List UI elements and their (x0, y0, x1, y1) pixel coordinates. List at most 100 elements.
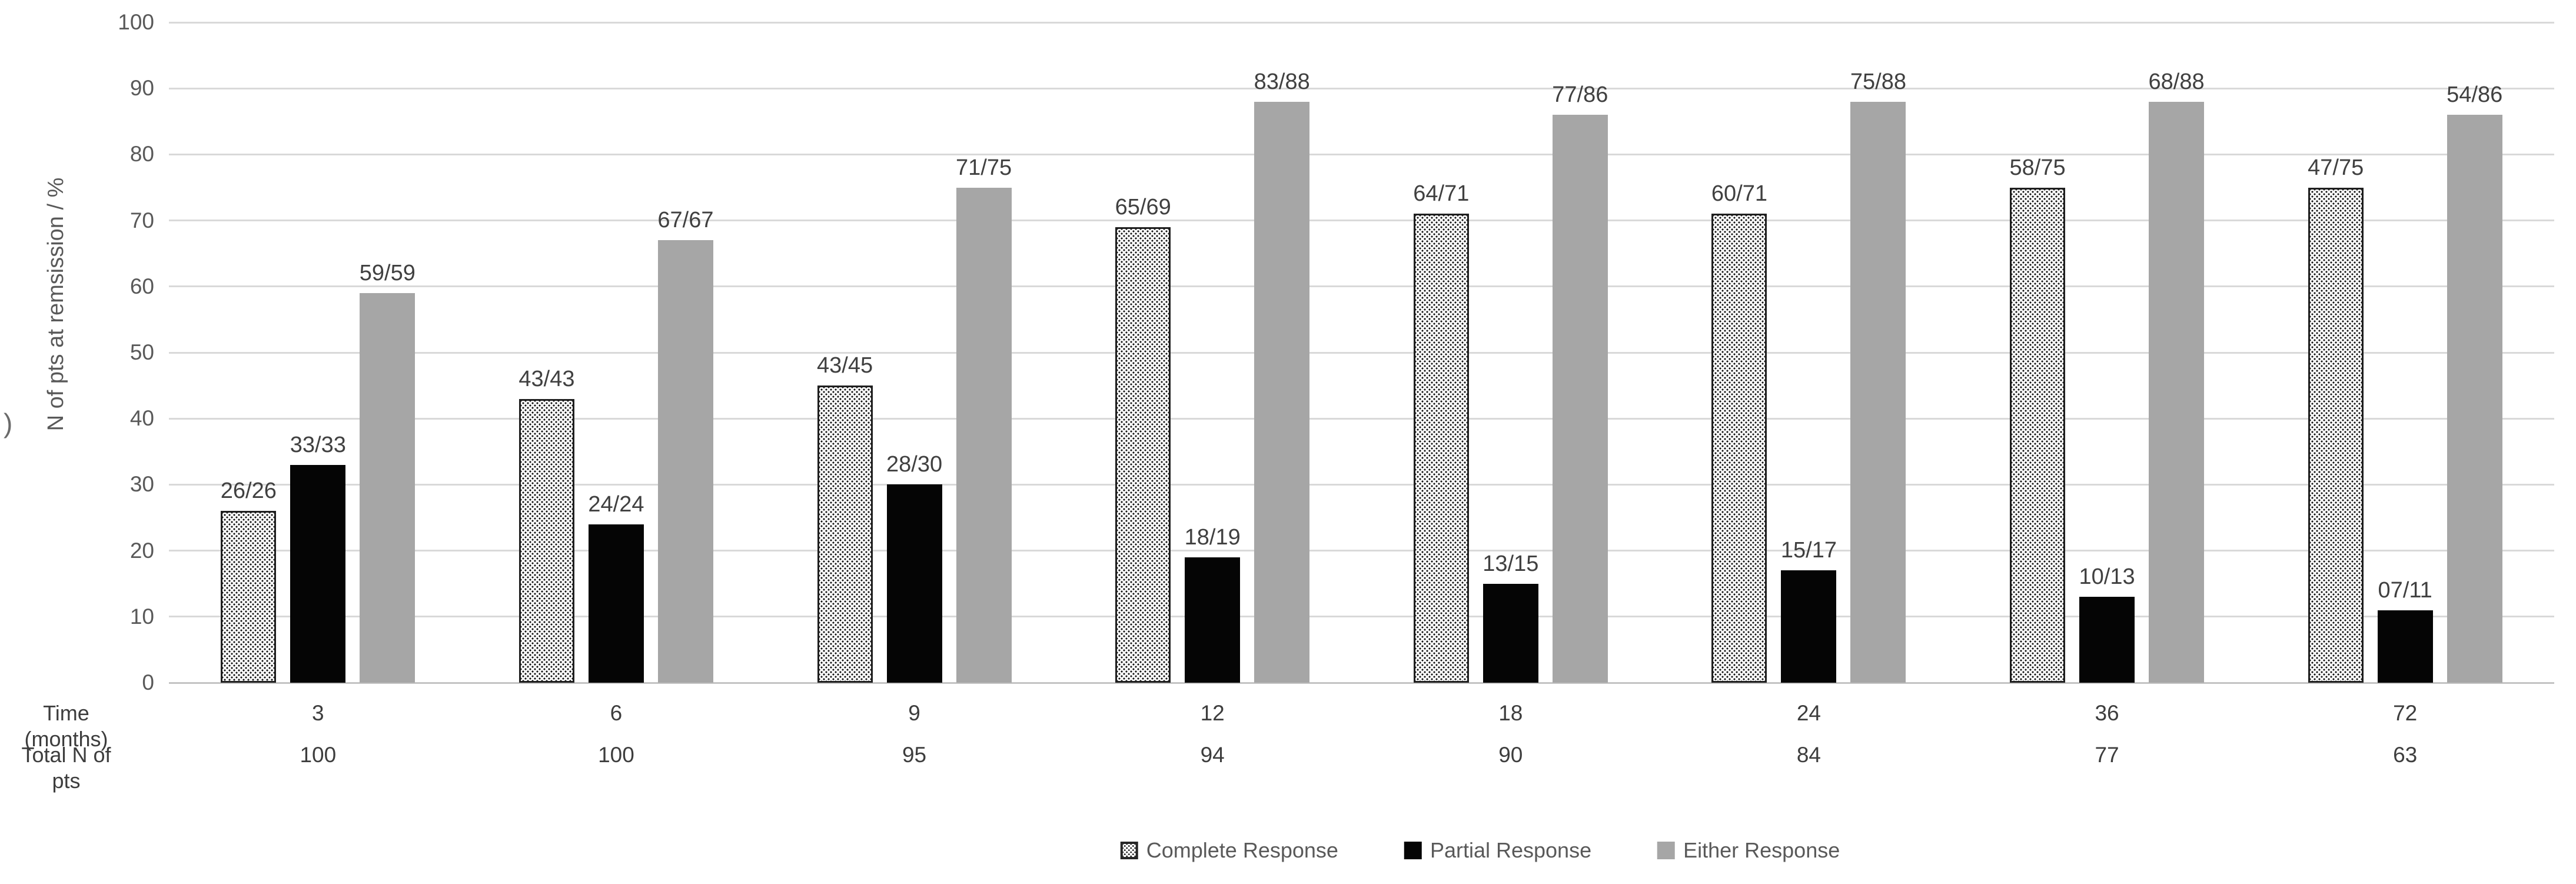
x-axis-line (169, 682, 2554, 684)
bar-label: 15/17 (1780, 538, 1837, 563)
bar-partial-response (290, 464, 346, 683)
gridline (169, 351, 2554, 354)
bar-label: 10/13 (2079, 564, 2135, 590)
bar-partial-response (1185, 557, 1241, 683)
bar-complete-response (2308, 187, 2364, 683)
y-tick-label: 60 (129, 274, 154, 298)
category-label: 18 (1498, 701, 1523, 725)
bar-label: 28/30 (886, 452, 943, 477)
bar-either-response (1552, 115, 1608, 683)
category-label: 24 (1796, 701, 1822, 725)
legend-item: Either Response (1657, 838, 1840, 863)
total-label: 100 (598, 743, 634, 767)
bar-partial-response (588, 524, 644, 683)
bar-label: 71/75 (956, 155, 1012, 180)
bar-label: 47/75 (2308, 155, 2364, 180)
bar-label: 68/88 (2148, 69, 2205, 94)
legend-label: Partial Response (1430, 838, 1592, 862)
y-tick-label: 30 (129, 472, 154, 497)
y-tick-label: 70 (129, 208, 154, 232)
bar-complete-response (1115, 227, 1171, 683)
y-tick-label: 10 (129, 604, 154, 629)
legend-swatch-dotted (1120, 842, 1138, 859)
bar-label: 07/11 (2378, 577, 2432, 603)
bar-either-response (657, 240, 713, 683)
y-tick-label: 20 (129, 538, 154, 563)
gridline (169, 153, 2554, 155)
legend-label: Complete Response (1146, 838, 1338, 862)
y-tick-label: 90 (129, 76, 154, 101)
bar-complete-response (1413, 214, 1469, 683)
category-label: 6 (610, 701, 623, 725)
bar-either-response (1850, 101, 1906, 683)
bar-label: 60/71 (1711, 181, 1767, 207)
category-label: 12 (1200, 701, 1225, 725)
bar-complete-response (2010, 187, 2066, 683)
bar-label: 75/88 (1850, 69, 1906, 94)
legend-label: Either Response (1683, 838, 1840, 862)
bar-label: 54/86 (2447, 82, 2503, 108)
bar-complete-response (1711, 214, 1767, 683)
y-tick-label: 100 (118, 10, 154, 34)
bar-label: 58/75 (2009, 155, 2066, 180)
bar-label: 43/45 (817, 353, 873, 378)
total-label: 90 (1498, 743, 1523, 767)
total-label: 84 (1796, 743, 1822, 767)
bar-partial-response (886, 484, 942, 683)
total-label: 95 (902, 743, 927, 767)
bar-label: 59/59 (359, 261, 416, 286)
y-tick-label: 50 (129, 340, 154, 364)
bar-partial-response (1483, 583, 1538, 683)
gridline (169, 550, 2554, 552)
bar-label: 26/26 (220, 478, 277, 504)
legend-item: Complete Response (1120, 838, 1338, 863)
bar-label: 18/19 (1184, 524, 1241, 550)
y-tick-label: 0 (142, 670, 154, 694)
bar-complete-response (817, 385, 873, 683)
y-axis-title: N of pts at remsission / % (44, 177, 68, 431)
total-label: 100 (300, 743, 337, 767)
category-label: 72 (2393, 701, 2418, 725)
bar-either-response (956, 187, 1012, 683)
bar-partial-response (1781, 570, 1837, 683)
y-tick-label: 80 (129, 142, 154, 167)
bar-either-response (1254, 101, 1310, 683)
legend-swatch-black (1404, 842, 1422, 859)
bar-either-response (2447, 115, 2502, 683)
legend-swatch-gray (1657, 842, 1676, 859)
bar-partial-response (2377, 610, 2433, 683)
gridline (169, 220, 2554, 222)
bar-either-response (360, 293, 416, 683)
y-tick-label: 40 (129, 406, 154, 431)
legend-item: Partial Response (1404, 838, 1591, 863)
gridline (169, 21, 2554, 24)
bar-label: 24/24 (588, 491, 644, 517)
gridline (169, 87, 2554, 89)
time-row-header: Time (months) (24, 701, 108, 751)
gridline (169, 285, 2554, 288)
total-label: 63 (2393, 743, 2418, 767)
category-label: 3 (312, 701, 324, 725)
category-label: 36 (2095, 701, 2119, 725)
total-label: 94 (1200, 743, 1225, 767)
bar-either-response (2149, 101, 2205, 683)
bar-complete-response (518, 398, 574, 683)
bar-complete-response (221, 511, 277, 683)
bar-partial-response (2079, 597, 2135, 683)
bar-label: 64/71 (1413, 181, 1470, 207)
bar-label: 65/69 (1115, 194, 1171, 220)
gridline (169, 616, 2554, 618)
gridline (169, 417, 2554, 420)
gridline (169, 483, 2554, 486)
bar-label: 33/33 (290, 432, 346, 457)
legend: Complete Response Partial Response Either … (1120, 838, 1840, 863)
stray-parenthesis-glyph: ) (4, 408, 13, 438)
bar-label: 83/88 (1254, 69, 1310, 94)
bar-label: 43/43 (518, 366, 575, 391)
category-label: 9 (908, 701, 920, 725)
bar-label: 77/86 (1552, 82, 1608, 108)
bar-label: 67/67 (657, 208, 714, 233)
bar-label: 13/15 (1483, 551, 1539, 576)
total-row-header: Total N of pts (21, 743, 111, 793)
